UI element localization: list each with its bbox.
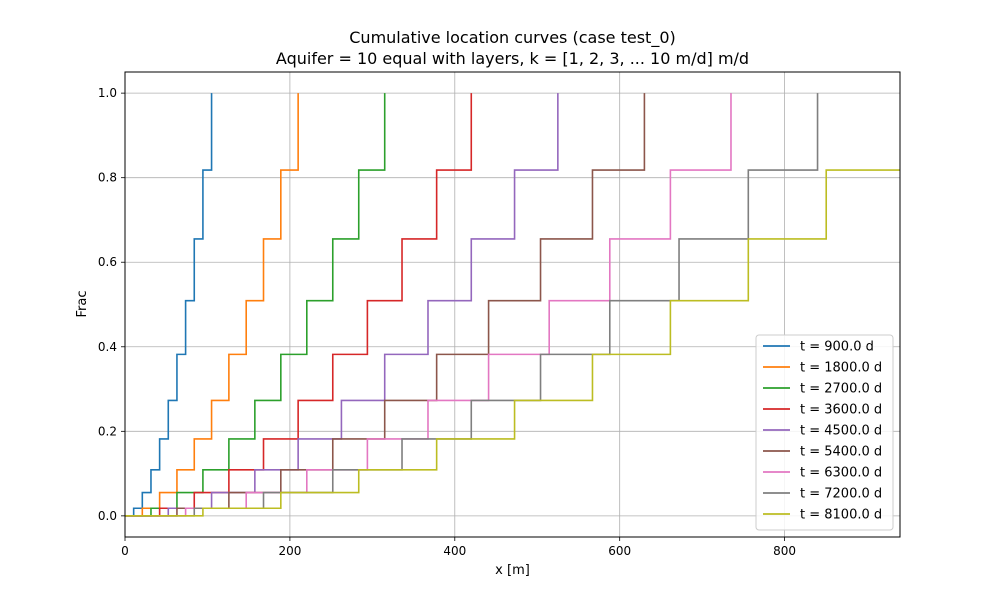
series-line-1 [125,93,213,517]
x-tick-label: 200 [278,544,301,558]
legend-label: t = 900.0 d [800,340,874,355]
series-line-3 [125,93,386,517]
y-tick-label: 0.0 [98,509,117,523]
x-axis-label: x [m] [495,563,530,578]
legend-label: t = 3600.0 d [800,403,882,418]
series-lines [125,93,900,517]
plot-frame [124,71,901,538]
axis-ticks: 0 200 400 600 800 0.0 0.2 0.4 0.6 0.8 1.0 [98,86,796,558]
x-tick-label: 0 [121,544,129,558]
y-tick-label: 0.4 [98,340,117,354]
chart-title-line1: Cumulative location curves (case test_0) [349,28,675,48]
series-line-2 [125,93,299,517]
y-tick-label: 0.8 [98,171,117,185]
x-tick-label: 600 [608,544,631,558]
series-line-8 [125,93,819,517]
x-tick-label: 800 [773,544,796,558]
series-line-7 [125,93,732,517]
legend: t = 900.0 d t = 1800.0 d t = 2700.0 d t = 3… [755,334,894,531]
chart-title-line2: Aquifer = 10 equal with layers, k = [1, … [276,49,749,68]
series-line-9 [125,169,900,517]
y-tick-label: 0.2 [98,424,117,438]
legend-label: t = 2700.0 d [800,382,882,397]
legend-label: t = 7200.0 d [800,487,882,502]
legend-label: t = 5400.0 d [800,445,882,460]
y-axis-label: Frac [75,291,90,318]
legend-frame [755,334,894,531]
legend-label: t = 4500.0 d [800,424,882,439]
series-line-4 [125,93,473,517]
series-line-5 [125,93,559,517]
legend-label: t = 8100.0 d [800,508,882,523]
legend-label: t = 1800.0 d [800,361,882,376]
x-tick-label: 400 [443,544,466,558]
series-line-6 [125,93,646,517]
y-tick-label: 0.6 [98,255,117,269]
legend-label: t = 6300.0 d [800,466,882,481]
y-tick-label: 1.0 [98,86,117,100]
